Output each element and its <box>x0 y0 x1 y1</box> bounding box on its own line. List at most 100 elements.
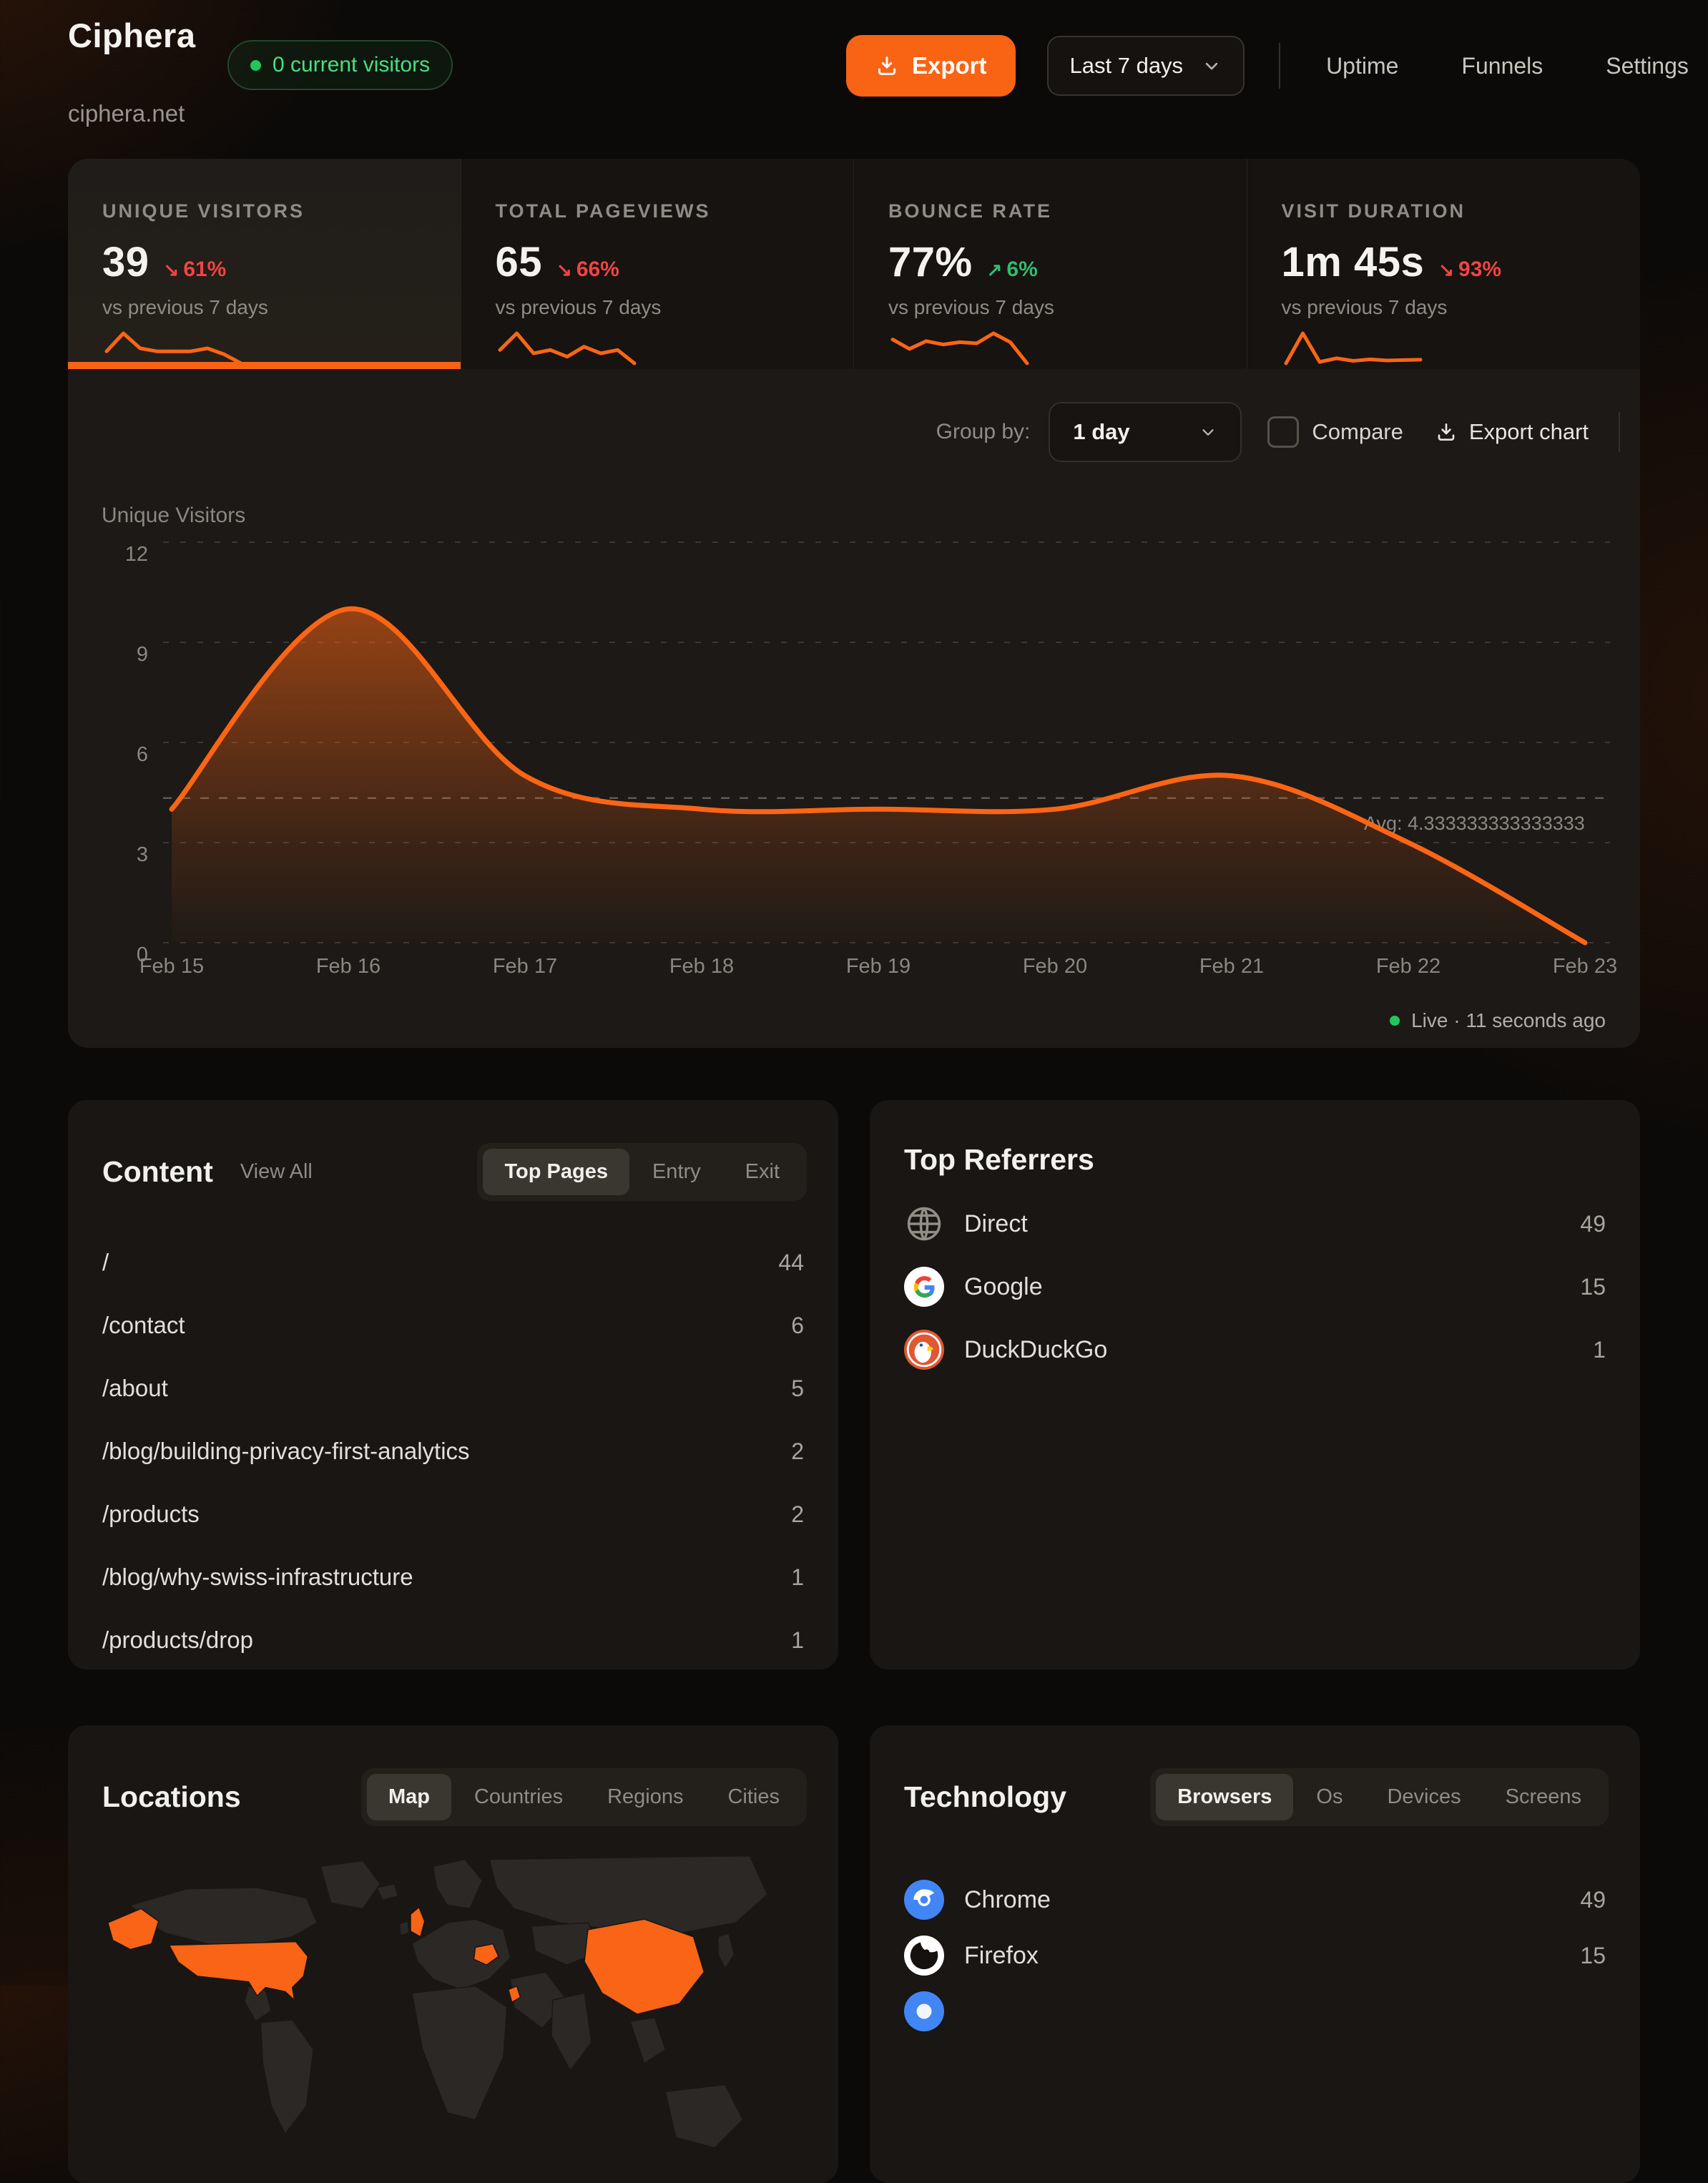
nav-link-funnels[interactable]: Funnels <box>1461 52 1543 79</box>
stat-value: 77% <box>888 239 973 285</box>
referrers-title: Top Referrers <box>904 1143 1094 1176</box>
controls-divider <box>1619 412 1620 452</box>
map-india <box>551 1992 592 2071</box>
svg-text:Feb 17: Feb 17 <box>493 955 557 978</box>
browser-row-clipped[interactable] <box>904 1983 1606 2039</box>
browser-row-chrome[interactable]: Chrome 49 <box>904 1872 1606 1928</box>
technology-title: Technology <box>904 1780 1067 1813</box>
stat-card-bounce-rate[interactable]: BOUNCE RATE 77% ↗ 6% vs previous 7 days <box>854 159 1247 369</box>
stat-compare-label: vs previous 7 days <box>102 296 268 318</box>
compare-checkbox[interactable] <box>1267 416 1300 448</box>
tab-exit[interactable]: Exit <box>745 1160 780 1183</box>
top-nav: Uptime Funnels Settings <box>1295 53 1689 79</box>
stat-delta: ↗ 6% <box>987 257 1038 282</box>
content-row-about[interactable]: /about 5 <box>102 1357 804 1420</box>
row-left <box>904 1991 964 2031</box>
stat-sparkline <box>498 331 636 366</box>
stat-card-total-pageviews[interactable]: TOTAL PAGEVIEWS 65 ↘ 66% vs previous 7 days <box>461 159 854 369</box>
map-europe <box>411 1918 511 1991</box>
header-toolbar: Export Last 7 days Uptime Funnels Settings <box>846 34 1689 97</box>
tab-cities[interactable]: Cities <box>727 1785 780 1808</box>
content-row-products[interactable]: /products 2 <box>102 1483 804 1546</box>
date-range-select[interactable]: Last 7 days <box>1046 36 1245 96</box>
export-button[interactable]: Export <box>846 35 1016 97</box>
export-chart-button[interactable]: Export chart <box>1435 419 1589 445</box>
svg-text:Feb 21: Feb 21 <box>1199 955 1264 978</box>
referrer-row-google[interactable]: Google 15 <box>904 1255 1606 1318</box>
referrer-label: Google <box>964 1272 1043 1300</box>
view-all-link[interactable]: View All <box>240 1160 313 1183</box>
referrer-row-direct[interactable]: Direct 49 <box>904 1192 1606 1255</box>
row-left: DuckDuckGo <box>904 1330 1107 1370</box>
group-by-select[interactable]: 1 day <box>1049 402 1242 462</box>
tab-browsers[interactable]: Browsers <box>1156 1774 1294 1820</box>
map-africa <box>411 1985 508 2121</box>
page-path: /blog/building-privacy-first-analytics <box>102 1438 470 1464</box>
content-row-blog-why-swiss-infrastructure[interactable]: /blog/why-swiss-infrastructure 1 <box>102 1546 804 1609</box>
live-status-label: Live · 11 seconds ago <box>1411 1009 1606 1031</box>
stat-label: UNIQUE VISITORS <box>102 200 305 222</box>
stat-delta-value: 93% <box>1458 257 1502 281</box>
group-by-label: Group by: <box>936 420 1031 443</box>
svg-text:Feb 15: Feb 15 <box>139 955 204 978</box>
stat-card-unique-visitors[interactable]: UNIQUE VISITORS 39 ↘ 61% vs previous 7 days <box>68 159 461 369</box>
stat-sparkline <box>104 331 243 366</box>
content-row-contact[interactable]: /contact 6 <box>102 1294 804 1357</box>
download-icon <box>878 57 896 75</box>
globe-icon <box>904 1204 944 1244</box>
content-row-[interactable]: / 44 <box>102 1231 804 1294</box>
stat-delta-value: 66% <box>576 257 619 281</box>
technology-tabs: Browsers Os Devices Screens <box>1150 1768 1609 1826</box>
page-path: /contact <box>102 1312 185 1338</box>
browser-label: Chrome <box>964 1885 1051 1913</box>
map-romania-highlight <box>473 1943 499 1966</box>
referrer-label: DuckDuckGo <box>964 1335 1108 1363</box>
svg-text:Feb 20: Feb 20 <box>1023 955 1087 978</box>
svg-text:Unique Visitors: Unique Visitors <box>102 504 245 527</box>
stat-delta: ↘ 93% <box>1438 257 1501 282</box>
locations-title: Locations <box>102 1780 241 1813</box>
stat-label: TOTAL PAGEVIEWS <box>495 200 711 222</box>
stat-card-visit-duration[interactable]: VISIT DURATION 1m 45s ↘ 93% vs previous 7 da… <box>1247 159 1640 369</box>
content-row-blog-building-privacy-first-analytics[interactable]: /blog/building-privacy-first-analytics 2 <box>102 1420 804 1483</box>
live-status: Live · 11 seconds ago <box>1390 1009 1606 1032</box>
tab-regions[interactable]: Regions <box>607 1785 684 1808</box>
tab-devices[interactable]: Devices <box>1387 1785 1461 1808</box>
row-left: Google <box>904 1267 1043 1307</box>
group-by-value: 1 day <box>1073 419 1130 444</box>
stat-sparkline <box>890 331 1029 366</box>
world-map[interactable] <box>81 1838 785 2183</box>
map-greenland <box>320 1860 381 1910</box>
svg-text:Feb 18: Feb 18 <box>669 955 734 978</box>
tab-entry[interactable]: Entry <box>652 1160 701 1183</box>
nav-link-settings[interactable]: Settings <box>1606 52 1689 79</box>
tab-top-pages[interactable]: Top Pages <box>483 1149 629 1195</box>
tab-countries[interactable]: Countries <box>473 1785 564 1808</box>
tab-map[interactable]: Map <box>366 1774 451 1820</box>
duckduckgo-icon <box>904 1330 944 1370</box>
stat-delta-value: 61% <box>183 257 227 281</box>
stat-label: BOUNCE RATE <box>888 200 1053 222</box>
page-count: 2 <box>791 1501 804 1527</box>
map-usa-highlight <box>168 1941 309 2001</box>
compare-label: Compare <box>1312 419 1403 444</box>
nav-link-uptime[interactable]: Uptime <box>1326 52 1399 79</box>
stats-row: UNIQUE VISITORS 39 ↘ 61% vs previous 7 days T… <box>68 159 1640 369</box>
svg-text:6: 6 <box>137 743 148 766</box>
content-title: Content <box>102 1155 213 1188</box>
content-row-products-drop[interactable]: /products/drop 1 <box>102 1609 804 1669</box>
stat-delta: ↘ 66% <box>556 257 619 282</box>
stat-value-row: 39 ↘ 61% <box>102 238 432 286</box>
stat-value-row: 65 ↘ 66% <box>496 238 825 286</box>
page-count: 1 <box>791 1627 804 1653</box>
tab-os[interactable]: Os <box>1316 1785 1343 1808</box>
map-ireland <box>398 1920 410 1936</box>
stat-value: 1m 45s <box>1281 239 1425 285</box>
referrer-row-duckduckgo[interactable]: DuckDuckGo 1 <box>904 1318 1606 1381</box>
locations-tabs: Map Countries Regions Cities <box>360 1768 807 1826</box>
content-panel: Content View All Top Pages Entry Exit /44/… <box>68 1100 838 1669</box>
page-path: /about <box>102 1375 168 1401</box>
map-australia <box>664 2084 744 2149</box>
browser-row-firefox[interactable]: Firefox 15 <box>904 1928 1606 1983</box>
tab-screens[interactable]: Screens <box>1505 1785 1581 1808</box>
